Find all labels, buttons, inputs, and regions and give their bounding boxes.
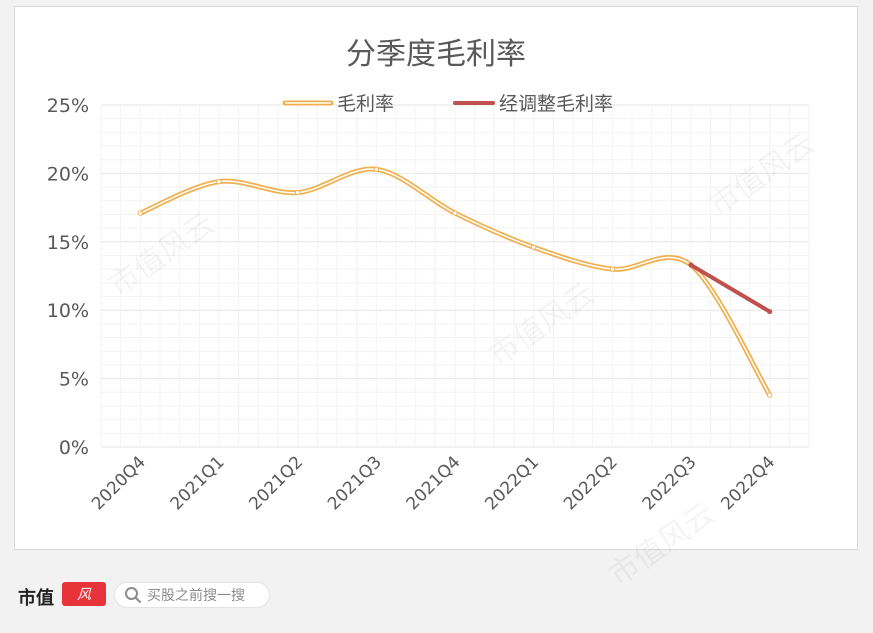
search-placeholder: 买股之前搜一搜 <box>147 588 245 604</box>
data-point <box>530 244 537 250</box>
x-tick-label: 2022Q2 <box>560 452 622 514</box>
chart-card: 分季度毛利率 0% 5% 10% 15% 20% 25% 2020Q4 2021Q1 2021Q… <box>14 6 858 550</box>
data-point <box>609 266 616 272</box>
brand-name: 市值 <box>18 588 54 609</box>
x-tick-label: 2021Q2 <box>245 452 307 514</box>
data-point <box>137 210 144 216</box>
footer: 市值 风 买股之前搜一搜 <box>0 560 873 633</box>
y-tick-label: 10% <box>47 300 89 322</box>
series-line-gross-margin-inner <box>139 168 771 396</box>
legend-label: 毛利率 <box>337 93 394 115</box>
brand-logo-icon: 风 <box>62 582 106 606</box>
data-point <box>767 309 773 315</box>
series-line-adjusted-margin <box>689 263 772 314</box>
grid <box>100 104 810 448</box>
y-tick-label: 20% <box>47 163 89 185</box>
data-point <box>294 189 301 196</box>
x-tick-label: 2022Q4 <box>717 452 779 514</box>
data-point <box>373 166 380 172</box>
legend: 毛利率 经调整毛利率 <box>282 93 613 115</box>
x-tick-label: 2022Q3 <box>639 452 701 514</box>
search-bar[interactable]: 买股之前搜一搜 <box>114 582 270 608</box>
y-tick-label: 15% <box>47 232 89 254</box>
data-point <box>452 210 458 216</box>
data-point <box>688 262 694 268</box>
x-tick-label: 2021Q3 <box>324 452 386 514</box>
legend-label: 经调整毛利率 <box>499 93 613 115</box>
y-tick-label: 25% <box>47 95 89 117</box>
y-tick-label: 5% <box>59 369 89 391</box>
x-tick-label: 2021Q1 <box>167 452 229 514</box>
x-tick-label: 2020Q4 <box>88 452 150 514</box>
data-point <box>766 392 773 398</box>
data-point <box>216 178 222 185</box>
y-tick-label: 0% <box>59 437 89 459</box>
x-tick-label: 2021Q4 <box>403 452 465 514</box>
x-tick-label: 2022Q1 <box>481 452 543 514</box>
chart-title: 分季度毛利率 <box>346 37 526 72</box>
search-icon <box>125 587 141 603</box>
line-chart: 0% 5% 10% 15% 20% 25% 2020Q4 2021Q1 2021Q2 2021Q3… <box>47 93 810 514</box>
